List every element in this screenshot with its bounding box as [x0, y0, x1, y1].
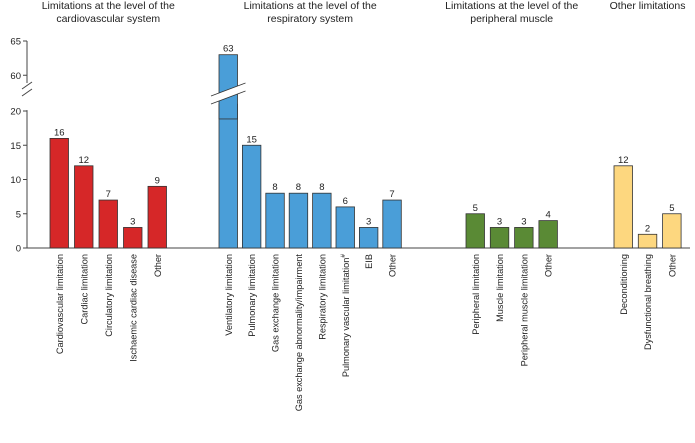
bar-value-label: 3 — [497, 216, 502, 227]
category-label: Respiratory limitation — [317, 254, 327, 340]
bar-value-label: 6 — [343, 196, 348, 207]
bar-value-label: 12 — [618, 155, 629, 166]
bar-value-label: 7 — [389, 189, 394, 200]
category-label: Peripheral muscle limitation — [519, 254, 529, 366]
category-label: Ischaemic cardiac disease — [128, 254, 138, 362]
category-label: Circulatory limitation — [104, 254, 114, 337]
bar — [147, 185, 167, 249]
bar-value-label: 8 — [272, 182, 277, 193]
bar-value-label: 9 — [155, 175, 160, 186]
category-label: Deconditioning — [619, 254, 629, 315]
bar-value-label: 3 — [366, 216, 371, 227]
category-label: Pulmonary limitation — [247, 254, 257, 337]
category-label: EIB — [364, 254, 374, 269]
group-title: Limitations at the level of the — [42, 0, 175, 12]
bar — [514, 227, 534, 249]
bar — [662, 213, 682, 249]
group-title: peripheral muscle — [470, 13, 553, 25]
category-label: Muscle limitation — [495, 254, 505, 322]
bar — [637, 233, 658, 249]
y-tick-label: 15 — [10, 141, 21, 152]
y-tick-label: 20 — [10, 107, 21, 118]
group-title: Other limitations — [610, 0, 686, 12]
y-tick-label: 0 — [16, 244, 21, 255]
bar-value-label: 4 — [546, 210, 551, 221]
category-label: Cardiovascular limitation — [55, 254, 65, 354]
bar-break-line — [210, 82, 246, 97]
bar-value-label: 63 — [223, 44, 234, 55]
bar — [489, 227, 510, 249]
y-axis-break-mark — [21, 81, 33, 90]
bar-value-label: 15 — [246, 134, 257, 145]
bar — [98, 199, 118, 249]
bar — [241, 144, 262, 249]
category-label: Dysfunctional breathing — [643, 254, 653, 350]
bar-value-label: 12 — [78, 155, 89, 166]
bar-break-gap — [211, 83, 246, 104]
y-tick-label: 60 — [10, 71, 21, 82]
group-title: respiratory system — [267, 13, 353, 25]
bar — [358, 227, 379, 249]
category-label: Other — [388, 254, 398, 277]
y-axis-break-mark — [21, 88, 33, 97]
bar — [123, 227, 143, 249]
footnote-marker: # — [340, 254, 347, 258]
category-label: Cardiac limitation — [79, 254, 89, 324]
group-title: cardiovascular system — [56, 13, 160, 25]
group-title: Limitations at the level of the — [244, 0, 377, 12]
bar — [335, 206, 355, 249]
bar-value-label: 8 — [296, 182, 301, 193]
bar — [312, 192, 332, 249]
bar-value-label: 16 — [54, 127, 65, 138]
category-label: Pulmonary vascular limitation# — [340, 254, 351, 377]
y-tick-label: 65 — [10, 37, 21, 48]
y-tick-label: 10 — [10, 175, 21, 186]
bar-value-label: 5 — [473, 203, 478, 214]
bar — [74, 165, 94, 249]
bar-value-label: 7 — [106, 189, 111, 200]
category-label: Ventilatory limitation — [224, 254, 234, 336]
category-label: Other — [544, 254, 554, 277]
bar — [288, 192, 309, 249]
bar — [465, 213, 485, 249]
group-title: Limitations at the level of the — [445, 0, 578, 12]
bar-value-label: 8 — [319, 182, 324, 193]
bar-value-label: 2 — [645, 223, 650, 234]
bar — [265, 192, 285, 249]
category-label: Gas exchange limitation — [271, 254, 281, 352]
bar — [382, 199, 402, 249]
category-label: Other — [667, 254, 677, 277]
category-label: Peripheral limitation — [471, 254, 481, 335]
bar — [218, 103, 238, 249]
bar — [49, 137, 69, 249]
category-label: Other — [153, 254, 163, 277]
bar-value-label: 3 — [521, 216, 526, 227]
bar — [538, 220, 558, 249]
bar-value-label: 5 — [669, 203, 674, 214]
bar — [613, 165, 633, 249]
bar-break-line — [210, 90, 246, 105]
category-label: Gas exchange abnormality/impairment — [294, 254, 304, 412]
bar-value-label: 3 — [130, 216, 135, 227]
y-tick-label: 5 — [16, 209, 21, 220]
